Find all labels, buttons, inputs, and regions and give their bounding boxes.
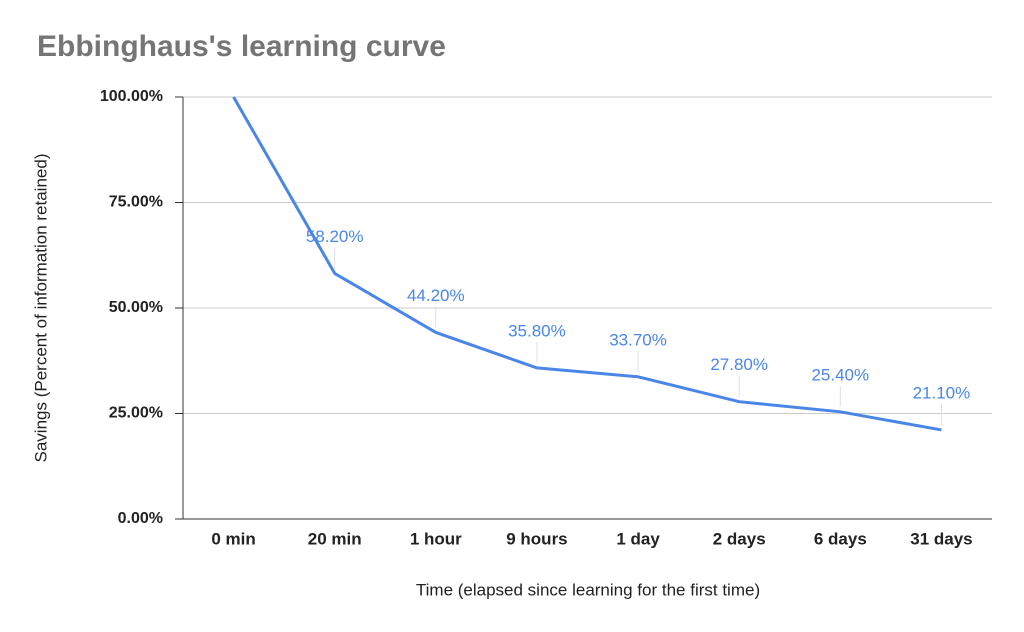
data-label: 25.40% (811, 365, 869, 384)
data-label: 33.70% (609, 330, 667, 349)
data-line (232, 96, 942, 432)
data-label: 44.20% (407, 286, 465, 305)
x-tick-label: 1 day (616, 529, 660, 548)
y-axis-title: Savings (Percent of information retained… (31, 154, 50, 463)
y-tick-label: 50.00% (109, 299, 163, 316)
data-label: 21.10% (913, 383, 971, 402)
x-tick-label: 0 min (211, 529, 255, 548)
chart-title: Ebbinghaus's learning curve (37, 30, 446, 63)
data-label: 58.20% (306, 227, 364, 246)
x-axis-title: Time (elapsed since learning for the fir… (416, 580, 760, 599)
y-tick-label: 100.00% (100, 88, 163, 105)
x-tick-label: 2 days (713, 529, 766, 548)
data-label: 27.80% (710, 355, 768, 374)
x-tick-label: 1 hour (410, 529, 462, 548)
x-tick-label: 20 min (308, 529, 362, 548)
y-tick-label: 75.00% (109, 194, 163, 211)
x-tick-label: 31 days (910, 529, 972, 548)
data-label: 35.80% (508, 321, 566, 340)
y-tick-label: 25.00% (109, 405, 163, 422)
x-tick-label: 6 days (814, 529, 867, 548)
x-tick-label: 9 hours (506, 529, 567, 548)
y-tick-label: 0.00% (118, 510, 163, 527)
